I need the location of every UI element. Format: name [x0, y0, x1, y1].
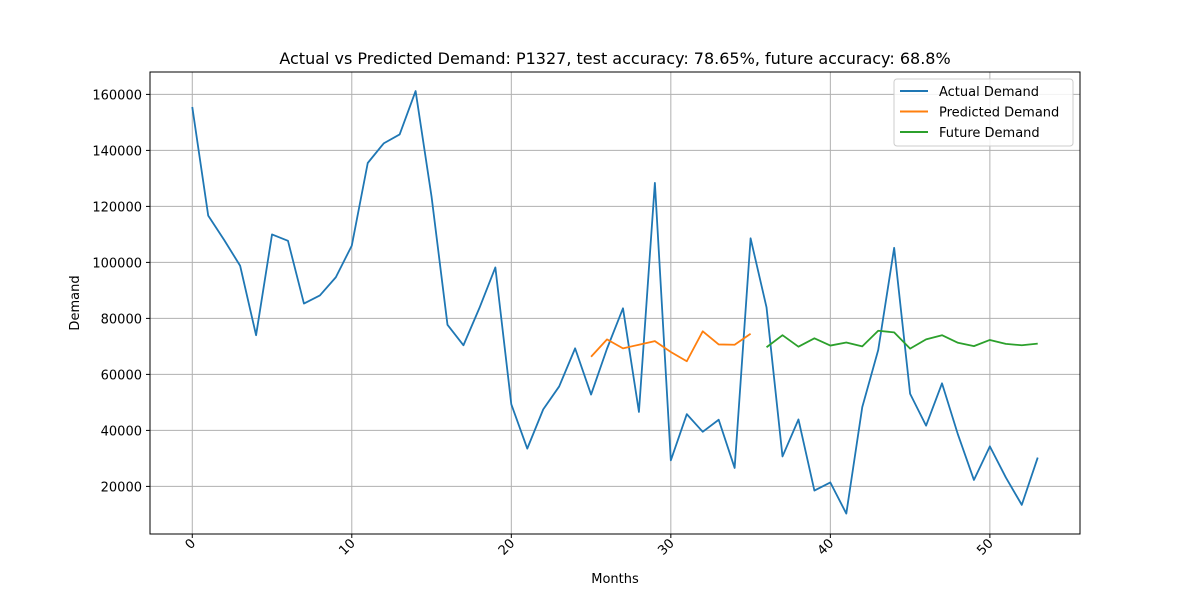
plot-area-frame: [149, 71, 1081, 535]
y-tick-label: 60000: [101, 368, 142, 383]
series-line-predicted-demand: [590, 330, 752, 363]
y-tick-label: 40000: [101, 424, 142, 439]
y-tick-label: 100000: [92, 256, 142, 271]
legend: Actual Demand Predicted Demand Future Dema…: [893, 78, 1074, 147]
chart-title: Actual vs Predicted Demand: P1327, test …: [279, 49, 950, 68]
x-axis: 0 10 20 30 40 50: [183, 534, 997, 559]
y-tick-label: 160000: [92, 88, 142, 103]
x-tick-label: 40: [815, 536, 837, 558]
x-tick-label: 50: [974, 536, 996, 558]
y-axis: 20000 40000 60000 80000 100000 120000 140000 16…: [92, 88, 150, 495]
y-axis-label: Demand: [68, 275, 83, 330]
series-line-future-demand: [765, 329, 1038, 350]
x-tick-label: 10: [336, 536, 358, 558]
legend-label: Actual Demand: [939, 85, 1039, 100]
y-tick-label: 20000: [101, 480, 142, 495]
series-line-actual-demand: [191, 90, 1039, 515]
x-tick-label: 0: [183, 536, 199, 552]
y-tick-label: 80000: [101, 312, 142, 327]
x-tick-label: 30: [655, 536, 677, 558]
x-tick-label: 20: [496, 536, 518, 558]
y-tick-label: 120000: [92, 200, 142, 215]
legend-label: Future Demand: [939, 126, 1040, 141]
legend-box: [893, 78, 1074, 147]
x-axis-label: Months: [591, 572, 639, 587]
y-tick-label: 140000: [92, 144, 142, 159]
series-lines: [191, 90, 1039, 515]
legend-label: Predicted Demand: [939, 106, 1059, 121]
